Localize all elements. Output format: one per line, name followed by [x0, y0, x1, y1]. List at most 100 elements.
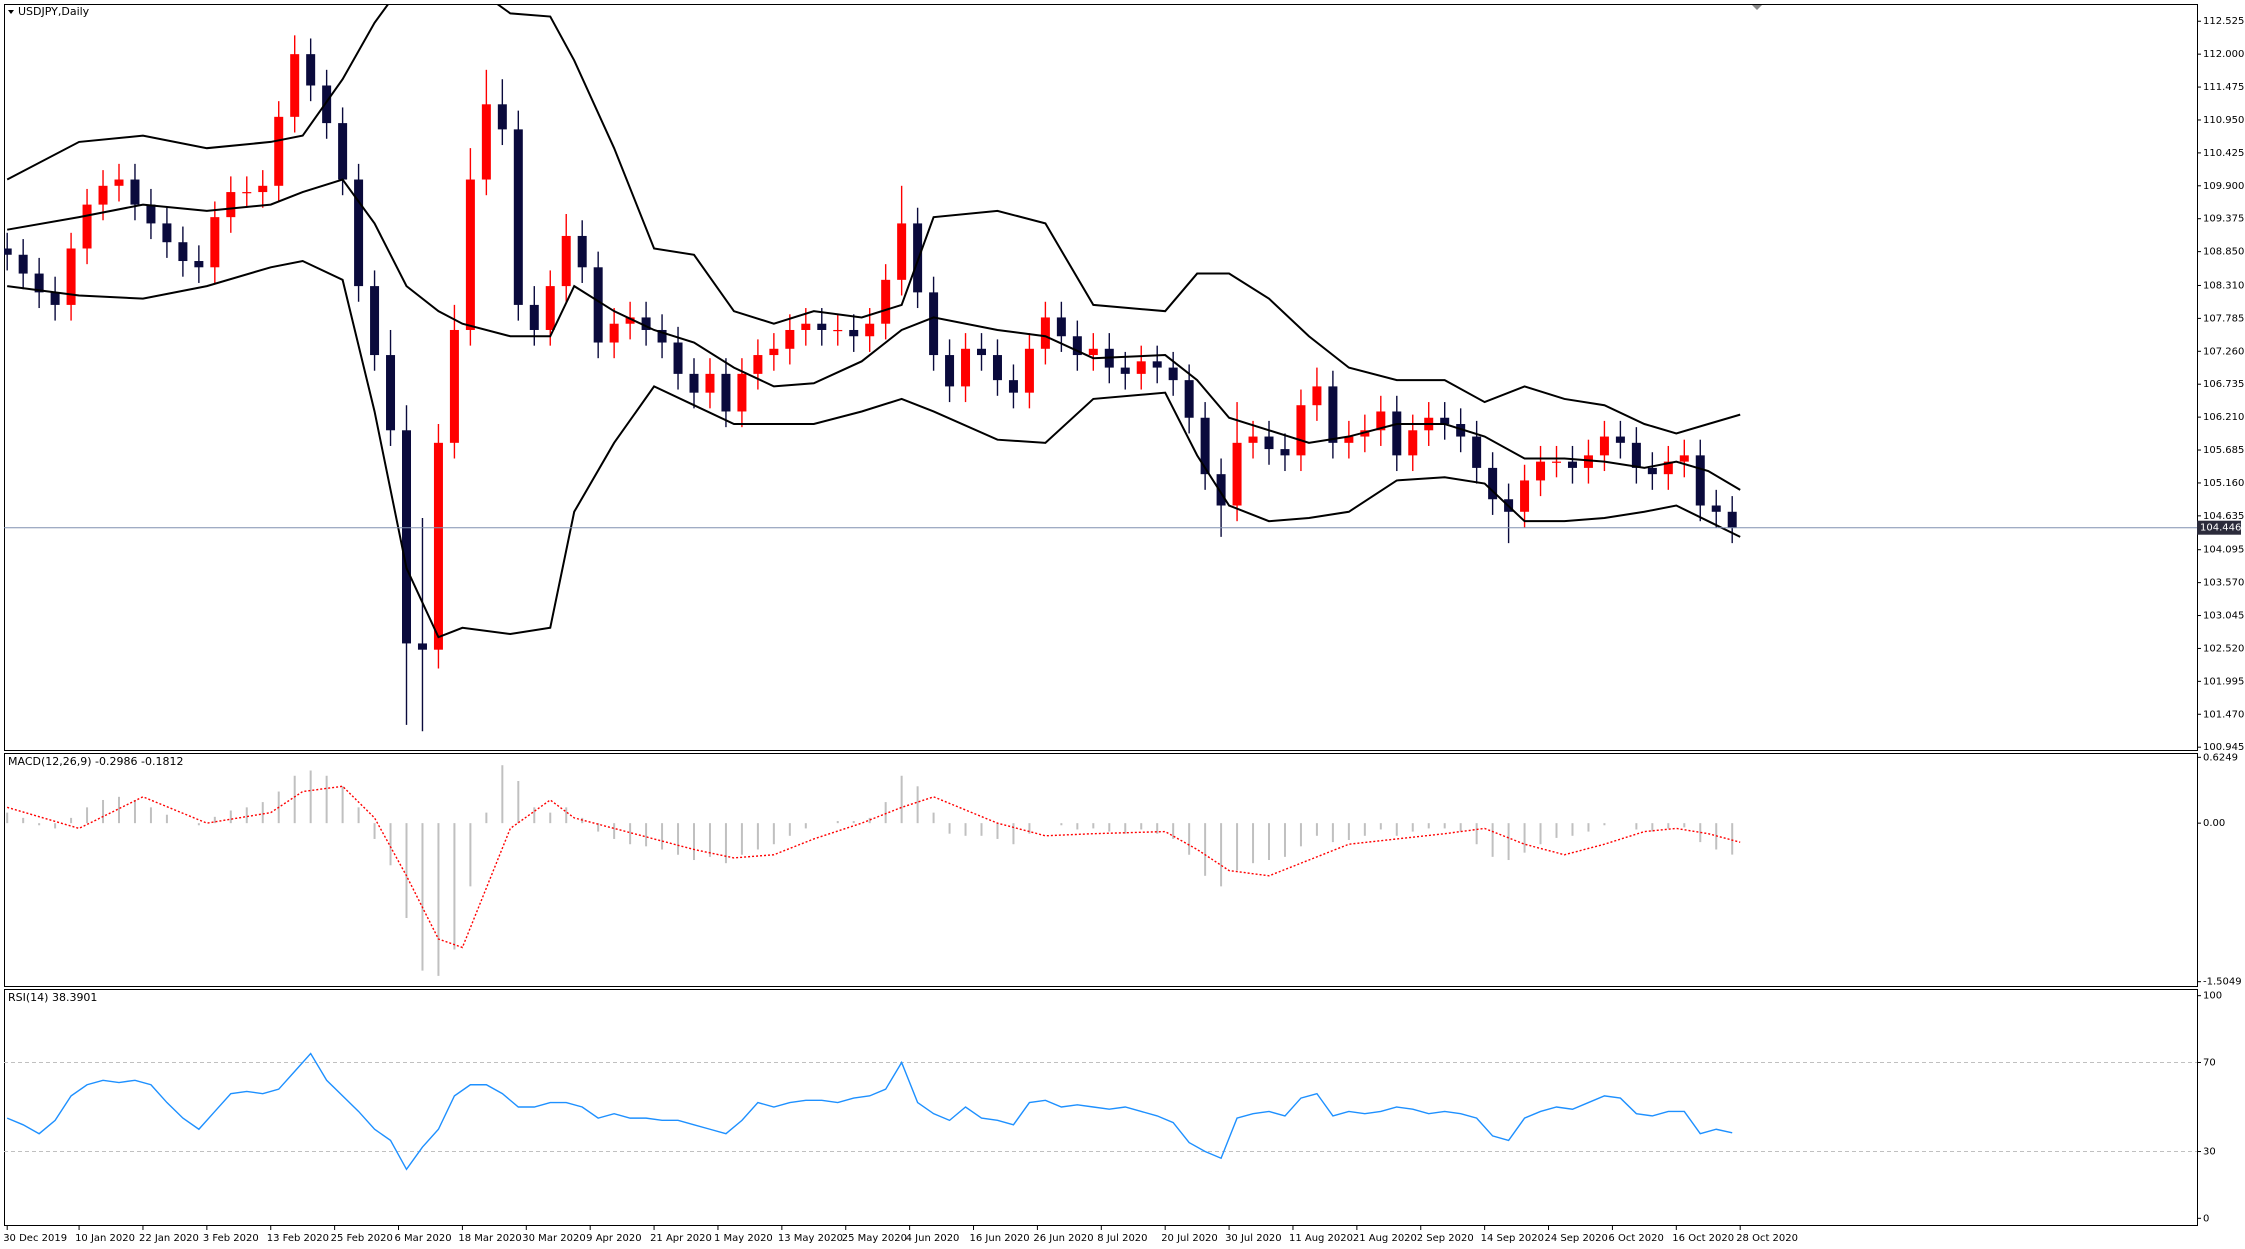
bollinger-band [6, 4, 1741, 435]
candle-body [1663, 461, 1673, 475]
candle-body [1695, 455, 1705, 506]
candle-body [785, 329, 795, 349]
y-tick-label: 104.095 [2203, 545, 2244, 556]
x-tick-label: 1 May 2020 [714, 1233, 773, 1244]
candle-body [1615, 436, 1625, 443]
rsi-line [6, 1052, 1733, 1171]
x-tick-label: 6 Mar 2020 [395, 1233, 452, 1244]
candle-body [881, 279, 891, 324]
candle-body [625, 317, 635, 324]
price-label-box [2197, 520, 2241, 535]
x-tick-label: 25 Feb 2020 [331, 1233, 393, 1244]
candle-body [865, 323, 875, 337]
bollinger-band [7, 259, 1741, 639]
x-tick-label: 10 Jan 2020 [75, 1233, 135, 1244]
y-tick-label: 108.850 [2203, 247, 2244, 258]
candle-body [449, 329, 459, 443]
candle-body [1392, 411, 1402, 456]
shift-marker [1752, 5, 1762, 10]
candle-body [1024, 348, 1034, 393]
y-tick-label: 101.470 [2203, 709, 2244, 720]
x-tick-label: 6 Oct 2020 [1608, 1233, 1663, 1244]
price-label: 104.446 [2200, 523, 2241, 534]
y-tick-label: 110.425 [2203, 148, 2244, 159]
candle-body [386, 355, 396, 431]
candle-body [322, 85, 332, 124]
x-tick-label: 25 May 2020 [842, 1233, 907, 1244]
candle-body [162, 223, 172, 243]
candle-body [561, 235, 571, 287]
candle-body [274, 116, 284, 186]
x-tick-label: 9 Apr 2020 [586, 1233, 641, 1244]
candle-body [992, 355, 1002, 381]
candle-body [641, 317, 651, 330]
y-tick-label: 111.475 [2203, 82, 2244, 93]
price-pane [4, 4, 2198, 751]
candle-body [849, 329, 859, 337]
y-tick-label: -1.5049 [2203, 977, 2242, 988]
candle-body [961, 348, 971, 387]
candle-body [1376, 411, 1386, 431]
candle-body [753, 355, 763, 374]
y-tick-label: 0.6249 [2203, 752, 2238, 763]
macd-title: MACD(12,26,9) -0.2986 -0.1812 [8, 755, 183, 768]
candle-body [1264, 436, 1274, 450]
y-tick-label: 102.520 [2203, 643, 2244, 654]
candle-body [705, 373, 715, 393]
y-tick-label: 103.570 [2203, 578, 2244, 589]
candle-body [258, 185, 268, 193]
candle-body [657, 329, 667, 343]
candle-body [1552, 461, 1562, 463]
y-tick-label: 105.685 [2203, 445, 2244, 456]
candle-body [114, 179, 124, 186]
candle-body [977, 348, 987, 356]
candle-body [913, 223, 923, 293]
candle-body [1168, 367, 1178, 381]
candle-body [673, 342, 683, 374]
y-tick-label: 107.260 [2203, 346, 2244, 357]
x-tick-label: 22 Jan 2020 [139, 1233, 199, 1244]
candle-body [833, 329, 843, 332]
macd-plot [6, 765, 1741, 976]
candle-body [1248, 436, 1258, 443]
candle-body [1520, 480, 1530, 512]
x-tick-label: 30 Jul 2020 [1225, 1233, 1282, 1244]
y-tick-label: 0 [2203, 1213, 2209, 1224]
candle-body [945, 355, 955, 387]
chart-title: USDJPY,Daily [18, 5, 90, 18]
candle-body [354, 179, 364, 287]
candle-body [1120, 367, 1130, 374]
candle-body [1344, 436, 1354, 443]
candle-body [417, 643, 427, 650]
candle-body [1472, 436, 1482, 468]
candle-body [1088, 348, 1098, 356]
x-tick-label: 13 May 2020 [778, 1233, 843, 1244]
candle-body [1136, 361, 1146, 374]
x-tick-label: 30 Mar 2020 [522, 1233, 585, 1244]
x-tick-label: 28 Oct 2020 [1736, 1233, 1798, 1244]
candle-body [689, 373, 699, 393]
x-tick-label: 2 Sep 2020 [1417, 1233, 1474, 1244]
y-tick-label: 100 [2203, 991, 2222, 1002]
candle-body [545, 286, 555, 330]
candle-body [130, 179, 140, 205]
x-tick-label: 18 Mar 2020 [458, 1233, 521, 1244]
candle-body [178, 242, 188, 262]
candle-body [577, 235, 587, 268]
candle-body [817, 323, 827, 330]
candle-body [146, 204, 156, 224]
menu-arrow[interactable] [8, 10, 14, 14]
y-tick-label: 109.900 [2203, 181, 2244, 192]
x-tick-label: 24 Sep 2020 [1545, 1233, 1608, 1244]
candle-body [1408, 430, 1418, 456]
candle-body [1360, 430, 1370, 437]
y-tick-label: 30 [2203, 1147, 2216, 1158]
candle-body [1232, 442, 1242, 506]
candle-body [1056, 317, 1066, 337]
candle-body [98, 185, 108, 205]
candle-body [338, 123, 348, 180]
y-tick-label: 70 [2203, 1057, 2216, 1068]
candle-body [929, 292, 939, 356]
